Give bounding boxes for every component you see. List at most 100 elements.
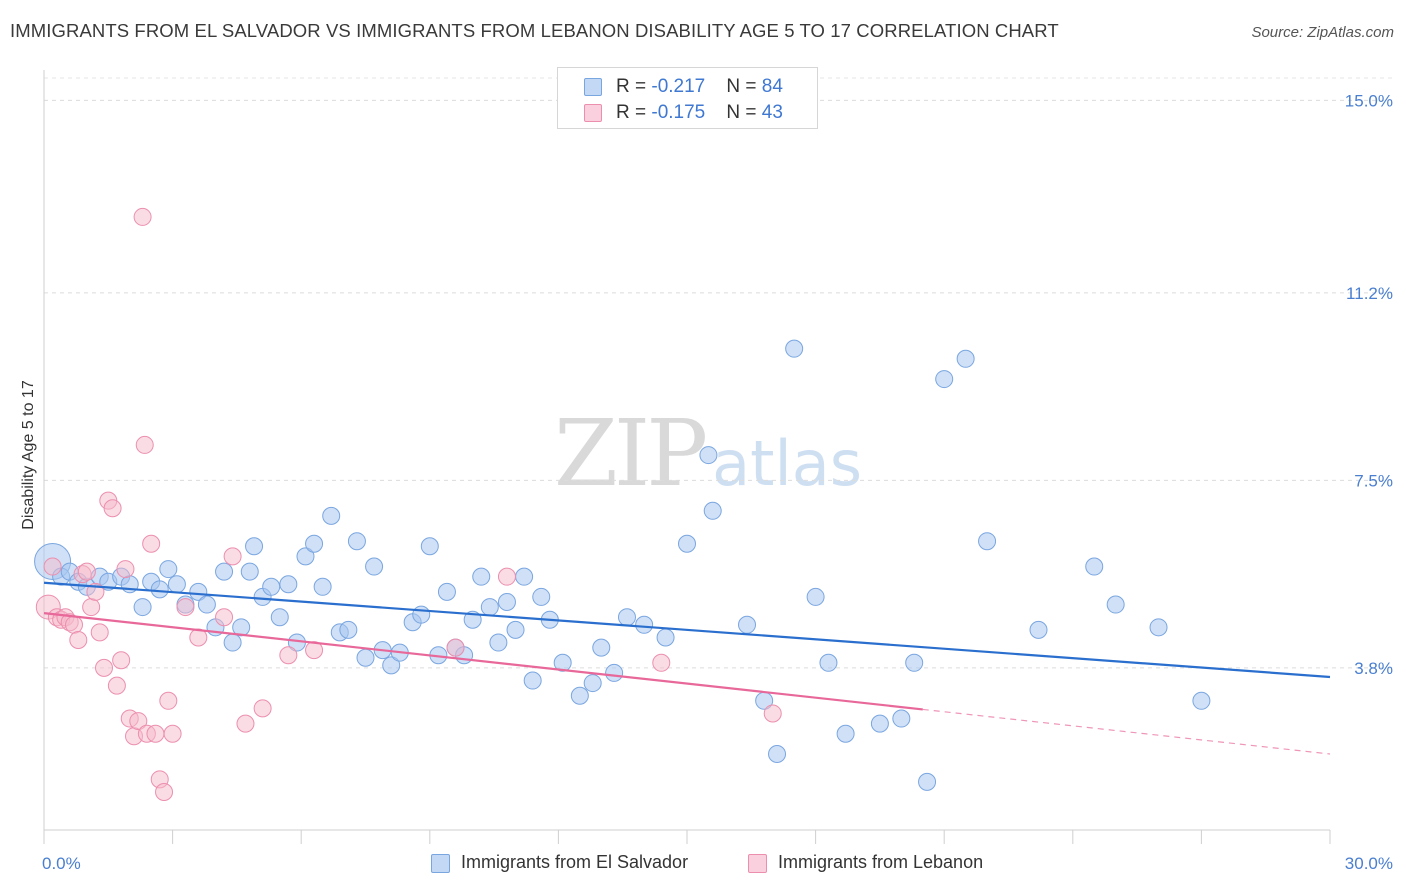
data-point [95, 658, 114, 677]
data-point [515, 567, 534, 586]
data-point [892, 709, 911, 728]
data-point [656, 628, 675, 647]
data-point [489, 633, 508, 652]
trend-line-extension-lebanon [922, 708, 1331, 755]
data-point [905, 653, 924, 672]
chart-source: Source: ZipAtlas.com [1251, 24, 1394, 41]
series-legend-label-el-salvador: Immigrants from El Salvador [461, 852, 689, 872]
data-point [506, 620, 525, 639]
y-axis-label: Disability Age 5 to 17 [20, 380, 37, 530]
legend-r-label: R = [616, 76, 652, 97]
y-tick-label: 7.5% [1354, 471, 1393, 490]
data-point [279, 575, 298, 594]
data-point [77, 562, 96, 581]
data-point [497, 593, 516, 611]
data-point [437, 582, 456, 601]
data-point [497, 567, 516, 586]
data-point [347, 532, 366, 551]
data-point [197, 595, 216, 614]
data-point [236, 714, 255, 733]
x-tick-label: 0.0% [42, 854, 81, 873]
data-point [65, 615, 84, 634]
series-lebanon [35, 207, 782, 801]
data-point [918, 772, 937, 791]
legend-swatch-el-salvador [584, 78, 602, 96]
data-point [82, 598, 101, 617]
data-point [605, 663, 624, 682]
data-point [245, 537, 264, 556]
data-point [763, 704, 782, 723]
legend-swatch-lebanon [584, 104, 602, 122]
correlation-legend: R = -0.217 N = 84 R = -0.175 N = 43 [557, 67, 818, 129]
data-point [365, 557, 384, 576]
data-point [870, 714, 889, 733]
data-point [1029, 620, 1048, 639]
data-point [146, 724, 165, 743]
data-point [103, 499, 122, 518]
data-point [382, 656, 401, 675]
data-point [322, 506, 341, 525]
data-point [412, 605, 431, 624]
data-point [135, 435, 154, 454]
data-point [116, 560, 135, 579]
data-point [155, 783, 174, 801]
data-point [699, 446, 718, 465]
data-point [279, 646, 298, 665]
data-point [159, 691, 178, 710]
data-point [768, 745, 787, 763]
data-point [163, 724, 182, 743]
data-point [69, 631, 88, 649]
data-point [270, 608, 289, 627]
data-point [652, 653, 671, 672]
data-point [532, 587, 551, 606]
data-point [356, 648, 375, 667]
x-tick-label: 30.0% [1345, 854, 1393, 873]
legend-n-value: 43 [761, 102, 783, 123]
data-point [703, 501, 722, 520]
data-point [420, 537, 439, 556]
data-point [446, 638, 465, 657]
data-point [523, 671, 542, 690]
data-point [935, 370, 954, 389]
data-point [133, 207, 152, 226]
data-point [583, 674, 602, 693]
data-point [262, 577, 281, 596]
data-point [112, 651, 131, 670]
data-point [253, 699, 272, 718]
data-point [215, 562, 234, 581]
trend-line-lebanon [43, 612, 923, 711]
data-point [1192, 691, 1211, 710]
legend-n-label: N = [726, 76, 762, 97]
legend-r-value: -0.175 [651, 102, 706, 123]
trend-layer [43, 581, 1331, 755]
data-point [150, 580, 169, 599]
data-point [480, 598, 499, 617]
data-point [738, 615, 757, 634]
axis-layer [43, 70, 1331, 844]
data-point [836, 724, 855, 743]
data-point [313, 577, 332, 596]
data-point [819, 653, 838, 672]
data-point [223, 633, 242, 652]
data-point [240, 562, 259, 581]
data-point [107, 676, 126, 695]
label-layer: 3.8% 7.5% 11.2% 15.0% 0.0% 30.0% Disability Ag… [20, 91, 1393, 873]
data-point [90, 623, 109, 642]
data-point [215, 608, 234, 627]
trend-line-el-salvador [43, 581, 1331, 679]
legend-r-label: R = [616, 102, 652, 123]
data-point [176, 598, 195, 617]
data-point [296, 547, 315, 566]
data-point [1149, 618, 1168, 637]
legend-r-value: -0.217 [651, 76, 706, 97]
series-layer [34, 207, 1211, 801]
legend-n-label: N = [726, 102, 762, 123]
data-point [133, 598, 152, 617]
data-point [43, 557, 62, 576]
data-point [1106, 595, 1125, 614]
data-point [978, 532, 997, 551]
data-point [553, 653, 572, 672]
series-legend-label-lebanon: Immigrants from Lebanon [778, 852, 984, 872]
data-point [223, 547, 242, 566]
